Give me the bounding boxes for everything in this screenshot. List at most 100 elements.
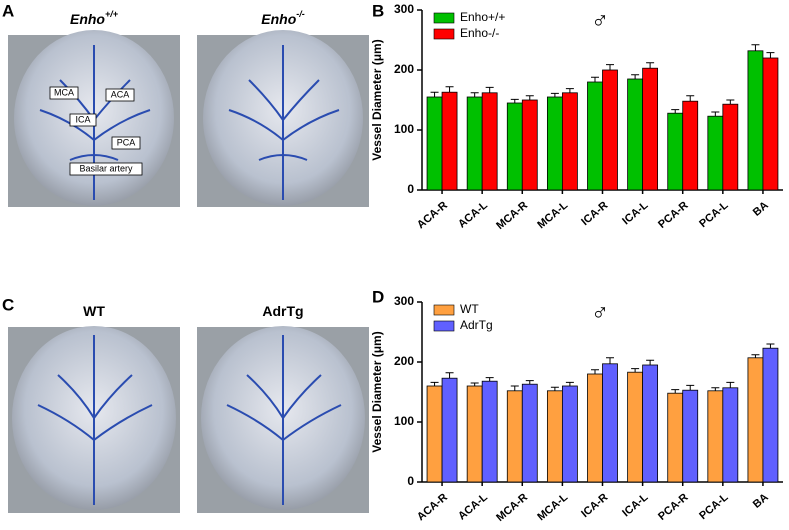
x-tick-label: ICA-R	[579, 199, 610, 228]
error-bar	[470, 92, 479, 97]
error-bar	[686, 95, 695, 102]
y-tick-label: 0	[407, 474, 414, 488]
error-bar	[671, 389, 680, 394]
y-tick-label: 100	[394, 122, 414, 136]
error-bar	[430, 91, 439, 97]
error-bar	[485, 86, 494, 93]
x-tick-label: ACA-L	[456, 199, 490, 230]
image-label: AdrTg	[262, 303, 303, 319]
error-bar	[550, 386, 559, 391]
x-tick-label: ACA-R	[415, 491, 450, 523]
bar	[506, 102, 523, 191]
bar	[521, 383, 538, 483]
symbol: ♂	[591, 299, 609, 326]
bar	[667, 392, 684, 483]
image-label-base: Enho	[70, 11, 105, 27]
bar	[747, 357, 764, 483]
y-tick-label: 100	[394, 414, 414, 428]
error-bar	[525, 380, 534, 385]
x-tick-label: ACA-R	[415, 199, 450, 231]
bar	[587, 81, 603, 191]
bar	[466, 96, 483, 191]
error-bar	[510, 385, 519, 391]
panel-label: A	[2, 1, 14, 20]
error-bar	[485, 377, 494, 382]
bar	[682, 389, 699, 483]
panel-label: C	[2, 295, 14, 314]
bar	[546, 390, 563, 483]
error-bar	[646, 62, 655, 69]
image-label-base: Enho	[261, 11, 296, 27]
bar	[587, 373, 603, 483]
error-bar	[671, 109, 680, 114]
bar	[561, 92, 578, 191]
bar	[682, 100, 699, 191]
bar	[707, 390, 724, 483]
x-tick-label: PCA-R	[656, 491, 690, 523]
image-label-sup: +/+	[105, 9, 119, 19]
legend-swatch	[433, 304, 455, 316]
y-tick-label: 200	[394, 354, 414, 368]
error-bar	[646, 359, 655, 365]
x-tick-label: MCA-L	[535, 199, 570, 231]
image-label: Enho-/-	[261, 9, 305, 26]
error-bar	[726, 381, 735, 388]
bar	[722, 103, 739, 191]
error-bar	[565, 381, 574, 386]
error-bar	[565, 88, 574, 93]
x-tick-label: ICA-L	[620, 491, 650, 519]
error-bar	[766, 52, 775, 58]
bar	[506, 390, 523, 483]
error-bar	[445, 372, 454, 379]
bar	[546, 96, 563, 191]
error-bar	[726, 99, 735, 105]
annotation: PCA	[117, 137, 136, 147]
error-bar	[430, 381, 439, 386]
x-tick-label: ICA-L	[620, 199, 650, 227]
photo-c2	[197, 326, 369, 513]
y-axis-label: Vessel Diameter (μm)	[370, 331, 384, 452]
bar	[667, 112, 684, 191]
bar	[762, 347, 779, 483]
bar	[481, 92, 498, 191]
x-tick-label: PCA-L	[697, 491, 731, 522]
bar	[642, 364, 659, 483]
image-label: Enho+/+	[70, 9, 119, 26]
x-tick-label: MCA-R	[494, 199, 530, 232]
image-label-sup: -/-	[296, 9, 305, 19]
bar	[627, 78, 644, 191]
annotation: ICA	[75, 114, 90, 124]
x-tick-label: ICA-R	[579, 491, 610, 520]
x-tick-label: BA	[751, 199, 771, 218]
legend-label: Enho+/+	[460, 10, 505, 24]
bar	[762, 57, 779, 191]
bar	[481, 380, 498, 483]
photo-a2	[197, 30, 369, 207]
error-bar	[606, 64, 614, 70]
panel-label: B	[372, 1, 384, 20]
error-bar	[751, 354, 760, 358]
error-bar	[606, 357, 614, 364]
bar	[642, 67, 659, 191]
legend-label: WT	[460, 302, 479, 316]
x-tick-label: ACA-L	[456, 491, 490, 522]
error-bar	[470, 382, 479, 386]
legend-swatch	[433, 12, 455, 24]
panel-label: D	[372, 287, 384, 306]
bar	[426, 96, 443, 191]
y-tick-label: 200	[394, 62, 414, 76]
error-bar	[631, 74, 640, 79]
error-bar	[525, 95, 534, 100]
annotation: Basilar artery	[79, 163, 133, 173]
bar	[707, 115, 724, 191]
error-bar	[445, 86, 454, 93]
bar	[627, 371, 644, 483]
legend-swatch	[433, 28, 455, 40]
bar	[722, 387, 739, 483]
bar	[426, 385, 443, 483]
x-tick-label: BA	[751, 491, 771, 510]
legend-label: AdrTg	[460, 318, 493, 332]
error-bar	[711, 111, 720, 117]
bar	[747, 50, 764, 191]
